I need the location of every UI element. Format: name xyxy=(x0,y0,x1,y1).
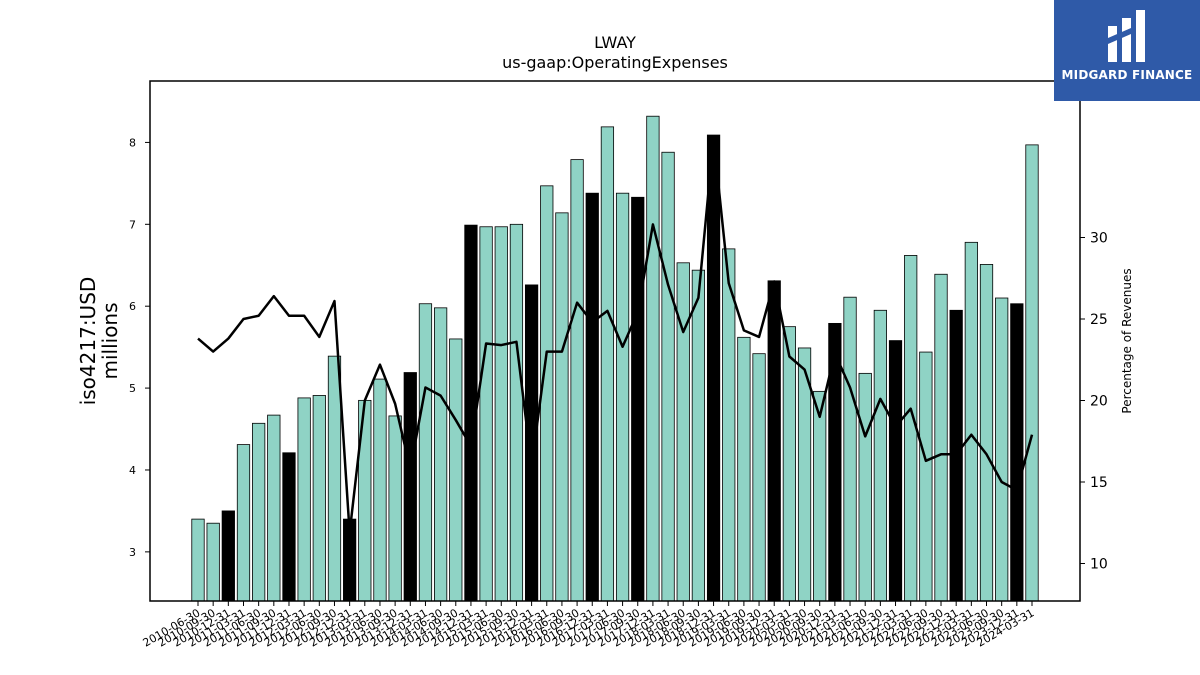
bar-2011-03-31 xyxy=(236,444,251,602)
logo-mark-icon xyxy=(1108,10,1145,62)
bar-2012-06-30 xyxy=(312,395,326,602)
bar-2023-06-30 xyxy=(979,264,994,602)
bar-2010-06-30 xyxy=(191,518,205,602)
bar-2010-09-30 xyxy=(206,522,220,602)
bar-2024-03-31 xyxy=(1025,144,1039,602)
y-axis-label: iso4217:USDmillions xyxy=(76,277,122,406)
y-tick-label: 4 xyxy=(129,464,136,477)
x-axis: 2010-06-302010-09-302010-12-312011-03-31… xyxy=(141,601,1037,650)
y-tick-label: 7 xyxy=(129,218,136,231)
bar-2015-06-30 xyxy=(494,226,508,602)
bar-2023-12-31 xyxy=(1010,303,1024,602)
bar-2022-06-30 xyxy=(919,351,933,602)
y-tick-label: 5 xyxy=(129,382,136,395)
bar-2016-12-31 xyxy=(585,192,599,602)
bar-2019-12-31 xyxy=(767,280,781,602)
bar-2012-09-30 xyxy=(327,355,342,602)
bar-2022-12-31 xyxy=(949,309,963,602)
brand-logo: MIDGARD FINANCE xyxy=(1054,0,1200,101)
bar-series xyxy=(191,115,1039,602)
percentage-line xyxy=(197,136,1034,534)
bar-2019-09-30 xyxy=(752,353,766,602)
bar-2011-09-30 xyxy=(267,414,281,602)
bar-2019-06-30 xyxy=(737,336,751,602)
bar-2013-06-30 xyxy=(373,378,387,602)
bar-2013-12-31 xyxy=(403,372,417,602)
y-tick-label: 6 xyxy=(129,300,136,313)
bar-2018-06-30 xyxy=(676,262,690,602)
chart-subtitle: us-gaap:OperatingExpenses xyxy=(502,53,728,72)
bar-2020-09-30 xyxy=(813,390,827,602)
bar-2018-09-30 xyxy=(691,269,706,602)
bar-2022-09-30 xyxy=(934,273,948,602)
bar-2018-12-31 xyxy=(706,134,721,602)
y-axis-label-line: iso4217:USD xyxy=(76,277,100,406)
chart-title: LWAY xyxy=(594,33,636,52)
bar-2018-03-31 xyxy=(661,151,675,602)
bar-2020-03-31 xyxy=(782,326,796,602)
y2-tick-label: 30 xyxy=(1090,230,1108,246)
bar-2021-06-30 xyxy=(858,372,872,602)
y2-tick-label: 10 xyxy=(1090,557,1108,573)
left-y-axis: 3 4 5 6 7 8 xyxy=(129,136,150,559)
bar-2023-03-31 xyxy=(964,241,978,602)
y2-tick-label: 20 xyxy=(1090,393,1108,409)
bar-2019-03-31 xyxy=(722,248,736,602)
bar-2014-03-31 xyxy=(418,303,433,602)
bar-2017-06-30 xyxy=(615,192,630,602)
bar-2013-09-30 xyxy=(388,415,402,602)
bar-2011-12-31 xyxy=(282,452,296,602)
bar-2022-03-31 xyxy=(904,255,918,602)
y2-tick-label: 25 xyxy=(1090,312,1108,328)
bar-2011-06-30 xyxy=(252,422,266,602)
y2-axis-label: Percentage of Revenues xyxy=(1120,268,1134,413)
bar-2017-09-30 xyxy=(631,196,645,602)
right-y-axis: 10 15 20 25 30 xyxy=(1080,230,1108,573)
bar-2021-09-30 xyxy=(873,309,887,602)
percentage-line-series xyxy=(197,136,1034,534)
plot-frame xyxy=(149,80,1081,602)
y-tick-label: 8 xyxy=(129,136,136,149)
y2-tick-label: 15 xyxy=(1090,475,1108,491)
bar-2012-03-31 xyxy=(297,397,311,602)
bar-2023-09-30 xyxy=(995,297,1009,602)
y-tick-label: 3 xyxy=(129,546,136,559)
bar-2021-12-31 xyxy=(888,340,903,602)
bar-2016-06-30 xyxy=(555,212,569,602)
bar-2014-09-30 xyxy=(449,338,463,602)
bar-2015-03-31 xyxy=(479,226,493,602)
logo-text: MIDGARD FINANCE xyxy=(1061,68,1193,82)
bar-2014-06-30 xyxy=(433,307,448,602)
bar-2017-03-31 xyxy=(600,126,615,602)
bar-2015-12-31 xyxy=(524,284,539,602)
bar-2015-09-30 xyxy=(509,223,524,602)
bar-2021-03-31 xyxy=(843,296,857,602)
bar-2016-09-30 xyxy=(570,159,584,602)
bar-2017-12-31 xyxy=(646,115,660,602)
y-axis-label-line: millions xyxy=(98,302,122,379)
bar-2010-12-31 xyxy=(221,510,235,602)
